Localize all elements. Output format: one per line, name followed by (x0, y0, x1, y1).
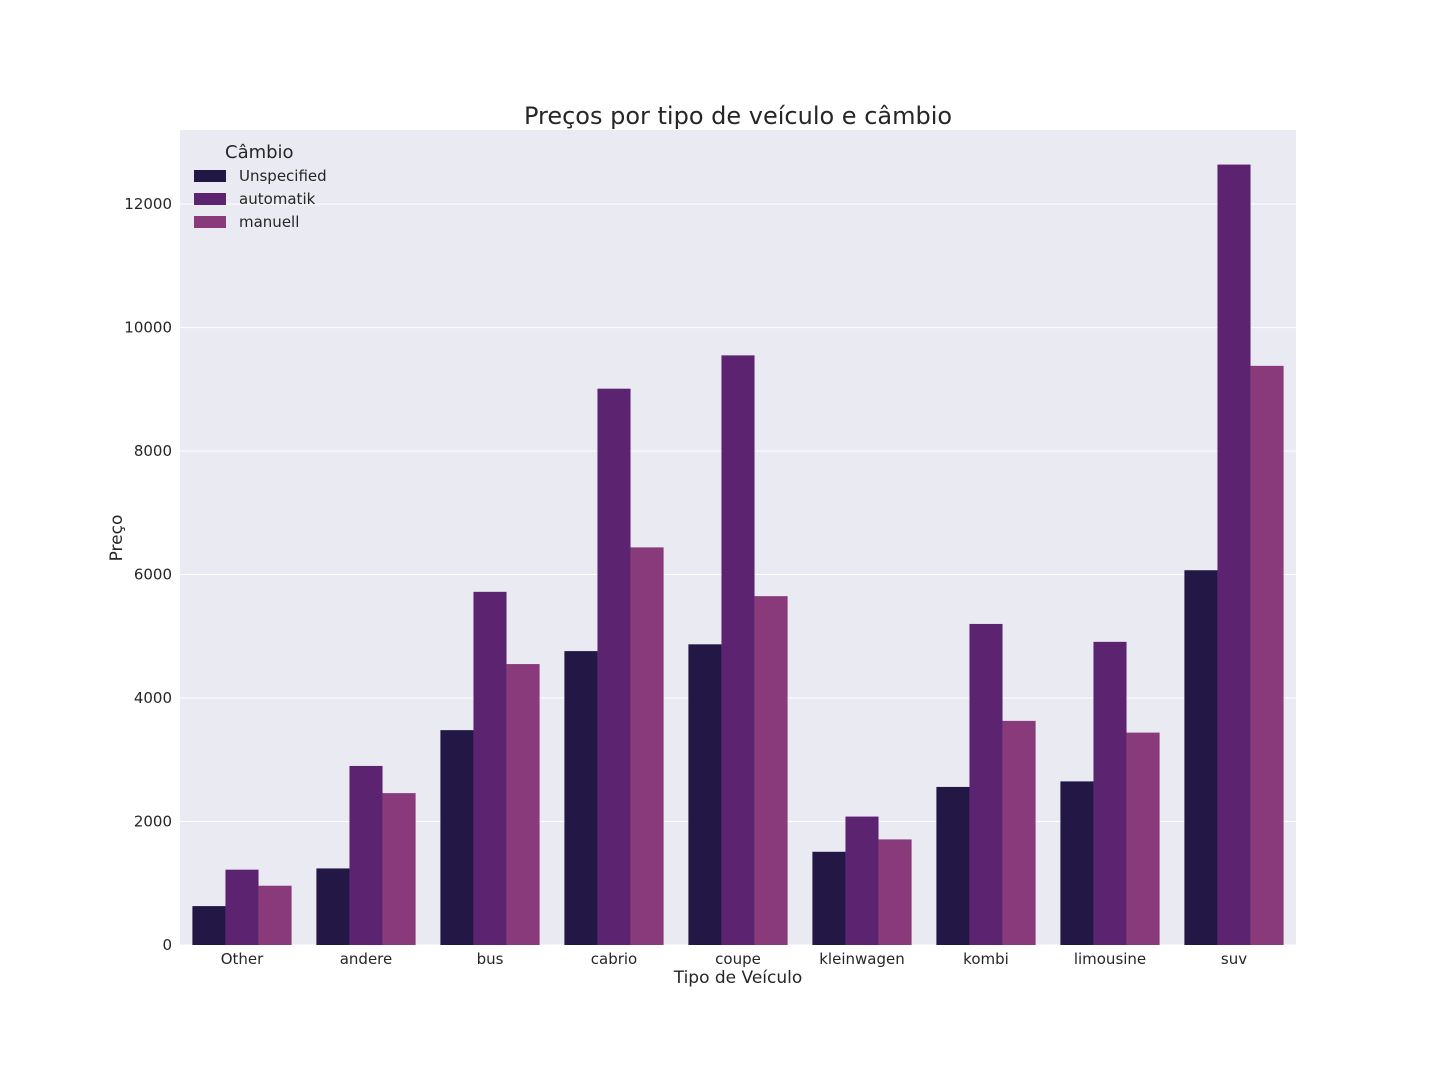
legend-swatch (194, 216, 226, 228)
x-tick-label: cabrio (591, 950, 637, 968)
bar-andere-manuell (382, 793, 416, 945)
x-tick-label: coupe (715, 950, 761, 968)
bar-Other-automatik (225, 869, 259, 945)
x-tick-label: andere (340, 950, 393, 968)
bars (192, 164, 1284, 946)
x-tick-label: bus (477, 950, 504, 968)
chart-title: Preços por tipo de veículo e câmbio (524, 102, 952, 130)
legend-label: Unspecified (239, 167, 327, 185)
bar-kleinwagen-Unspecified (812, 851, 846, 945)
y-tick-label: 4000 (134, 689, 172, 707)
x-axis-label: Tipo de Veículo (673, 968, 803, 988)
bar-bus-manuell (506, 664, 540, 945)
bar-coupe-Unspecified (688, 644, 722, 945)
bar-kombi-Unspecified (936, 786, 970, 945)
x-tick-label: suv (1221, 950, 1247, 968)
bar-kombi-automatik (969, 623, 1003, 945)
y-tick-label: 0 (162, 936, 172, 954)
y-tick-label: 8000 (134, 442, 172, 460)
legend-swatch (194, 170, 226, 182)
y-tick-label: 6000 (134, 566, 172, 584)
bar-coupe-automatik (721, 355, 755, 945)
bar-kombi-manuell (1002, 720, 1036, 945)
legend-label: manuell (239, 213, 299, 231)
y-tick-label: 12000 (124, 195, 172, 213)
x-tick-label: kleinwagen (819, 950, 904, 968)
bar-cabrio-automatik (597, 388, 631, 945)
bar-Other-Unspecified (192, 906, 226, 945)
y-tick-label: 2000 (134, 813, 172, 831)
bar-cabrio-manuell (630, 547, 664, 945)
y-axis: 0 2000 4000 6000 8000 10000 12000 (124, 195, 172, 954)
bar-suv-manuell (1250, 365, 1284, 945)
bar-cabrio-Unspecified (564, 651, 598, 945)
bar-coupe-manuell (754, 596, 788, 945)
y-axis-label: Preço (107, 515, 127, 562)
bar-limousine-automatik (1093, 641, 1127, 945)
x-tick-label: Other (221, 950, 264, 968)
bar-Other-manuell (258, 885, 292, 945)
x-axis: Other andere bus cabrio coupe kleinwagen kombi… (221, 950, 1248, 968)
bar-suv-automatik (1217, 164, 1251, 946)
legend-title: Câmbio (225, 142, 294, 163)
bar-kleinwagen-manuell (878, 839, 912, 945)
bar-suv-Unspecified (1184, 570, 1218, 945)
bar-limousine-Unspecified (1060, 781, 1094, 945)
x-tick-label: limousine (1074, 950, 1146, 968)
y-tick-label: 10000 (124, 319, 172, 337)
legend-label: automatik (239, 190, 316, 208)
bar-kleinwagen-automatik (845, 816, 879, 945)
x-tick-label: kombi (963, 950, 1009, 968)
bar-andere-Unspecified (316, 868, 350, 945)
bar-limousine-manuell (1126, 732, 1160, 945)
bar-bus-automatik (473, 591, 507, 945)
bar-bus-Unspecified (440, 730, 474, 945)
bar-andere-automatik (349, 765, 383, 945)
legend-swatch (194, 193, 226, 205)
legend: Câmbio Unspecified automatik manuell (194, 142, 327, 231)
